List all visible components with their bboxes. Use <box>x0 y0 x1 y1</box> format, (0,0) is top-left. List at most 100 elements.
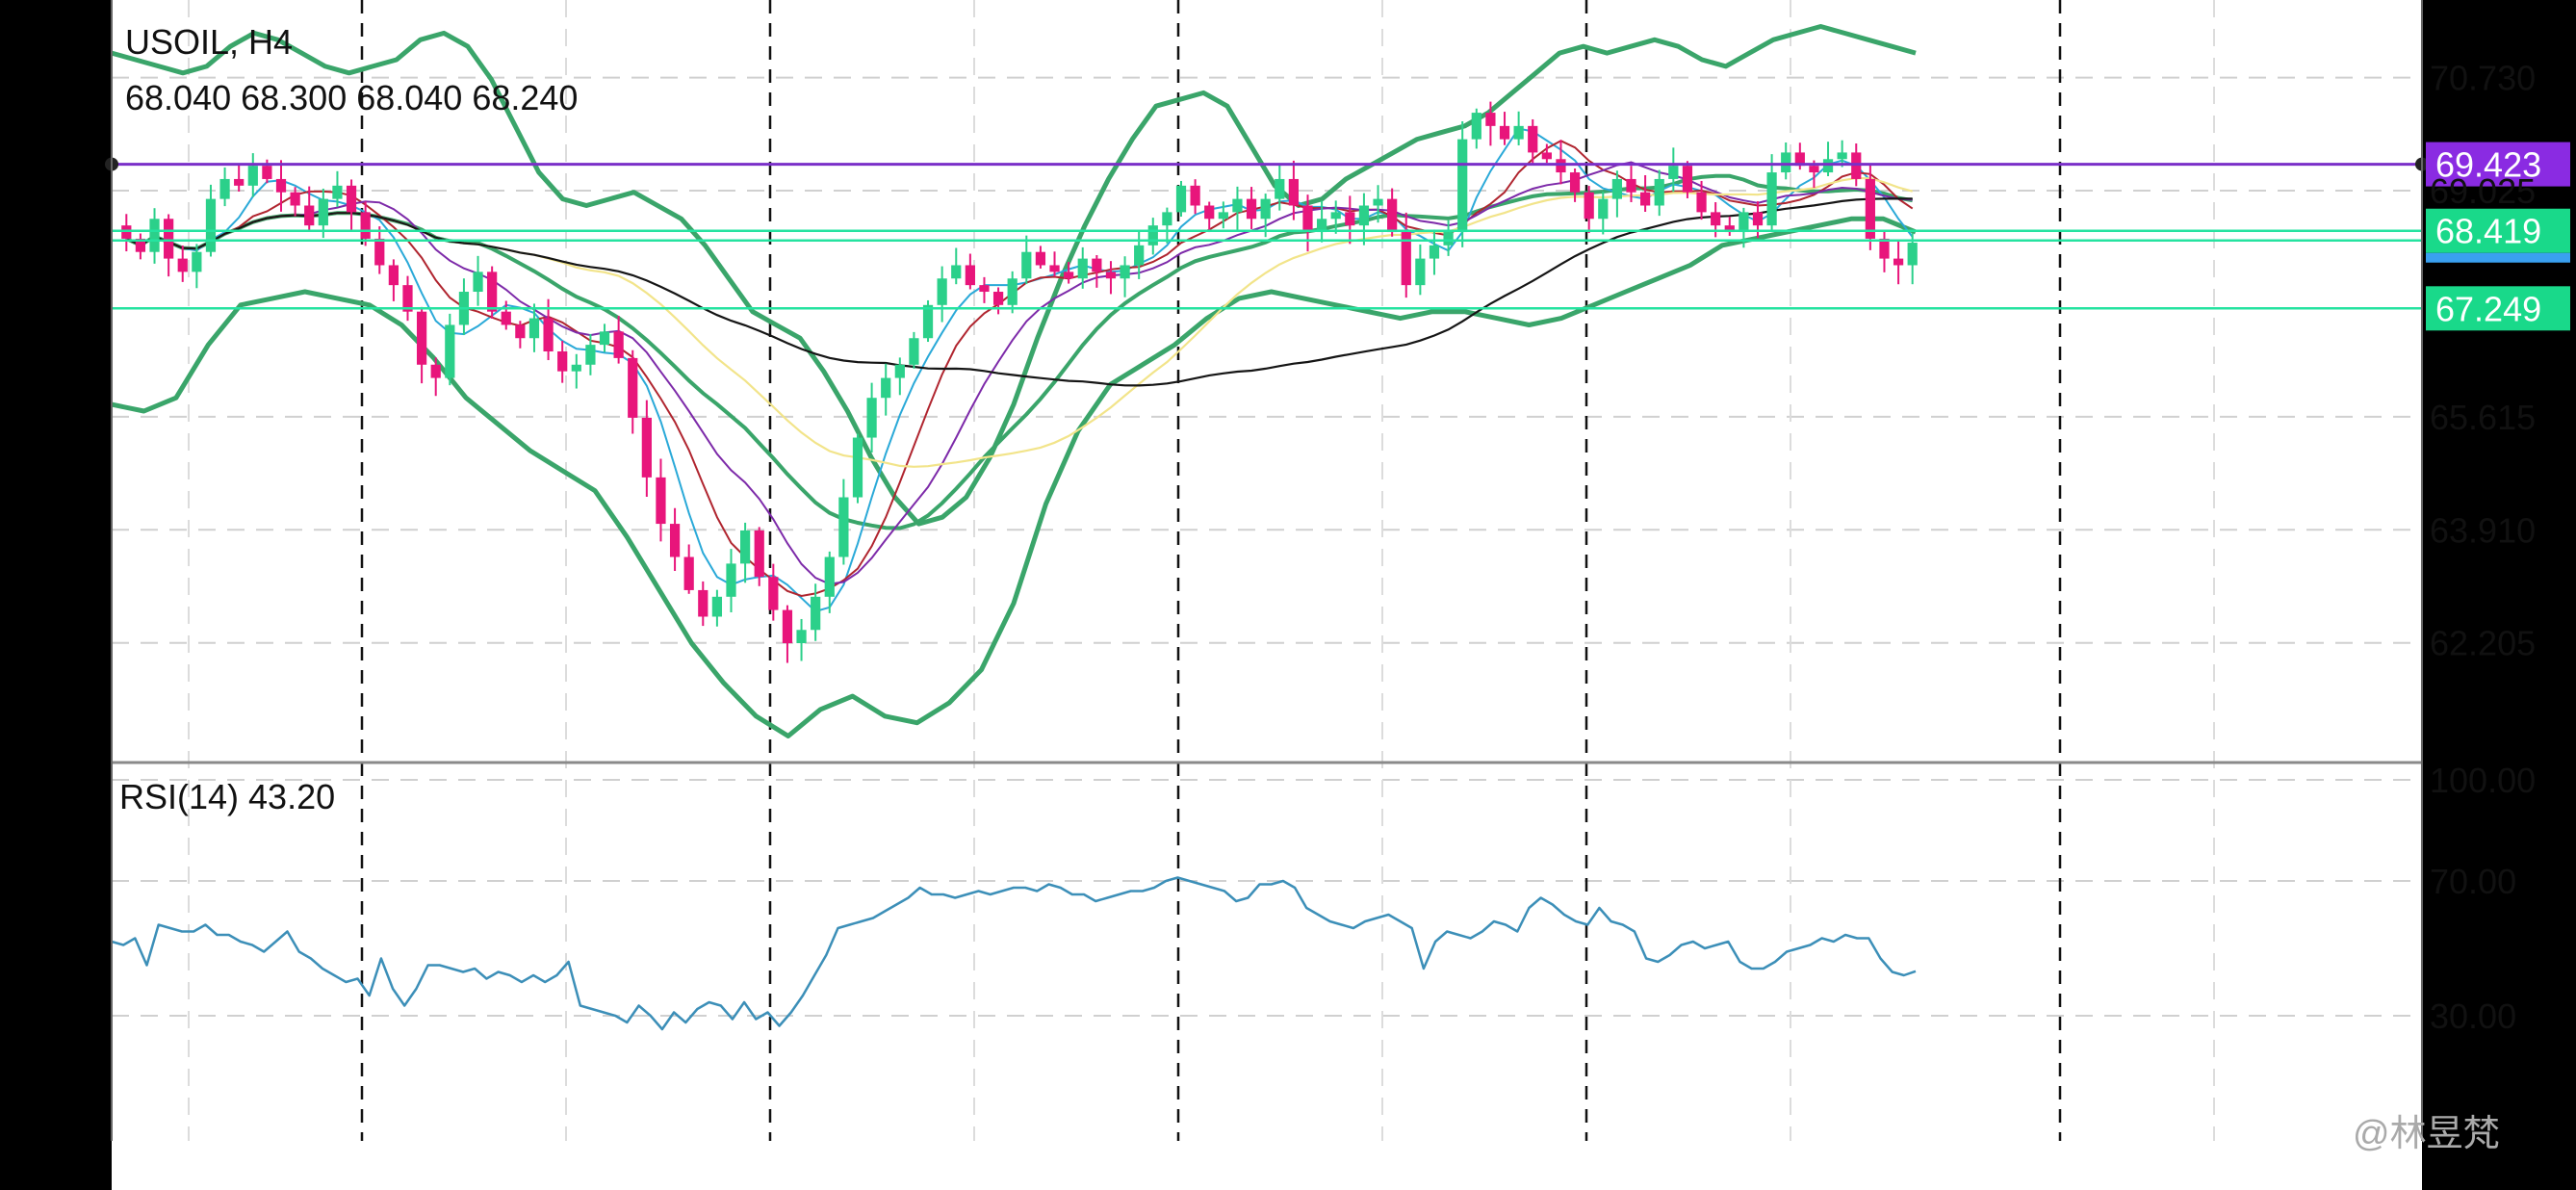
bull-candle[interactable] <box>1358 205 1370 226</box>
bear-candle[interactable] <box>234 178 245 186</box>
bull-candle[interactable] <box>205 198 217 252</box>
bull-candle[interactable] <box>1232 198 1243 213</box>
bear-candle[interactable] <box>1711 212 1721 226</box>
bull-candle[interactable] <box>1373 198 1383 206</box>
bull-candle[interactable] <box>1218 212 1228 220</box>
bear-candle[interactable] <box>262 166 272 179</box>
bear-candle[interactable] <box>698 589 708 617</box>
bear-candle[interactable] <box>656 477 666 525</box>
bear-candle[interactable] <box>1528 125 1538 153</box>
bull-candle[interactable] <box>318 198 328 226</box>
bear-candle[interactable] <box>135 238 146 252</box>
bear-candle[interactable] <box>1288 178 1299 206</box>
bear-candle[interactable] <box>1696 192 1707 213</box>
rsi-line[interactable] <box>111 876 1917 1031</box>
bear-candle[interactable] <box>754 530 764 578</box>
bull-candle[interactable] <box>740 530 751 564</box>
bull-candle[interactable] <box>1429 245 1440 259</box>
bear-candle[interactable] <box>992 292 1004 305</box>
bull-candle[interactable] <box>1739 212 1749 233</box>
bear-candle[interactable] <box>1893 258 1904 266</box>
bull-candle[interactable] <box>1120 265 1130 279</box>
bear-candle[interactable] <box>1794 152 1805 167</box>
bull-candle[interactable] <box>1147 225 1158 246</box>
bear-candle[interactable] <box>416 311 427 365</box>
bull-candle[interactable] <box>1766 172 1777 226</box>
bear-candle[interactable] <box>1640 192 1651 206</box>
bull-candle[interactable] <box>1781 152 1791 173</box>
bull-candle[interactable] <box>528 318 540 339</box>
bull-candle[interactable] <box>1668 166 1679 179</box>
bull-candle[interactable] <box>824 556 835 597</box>
bear-candle[interactable] <box>1865 178 1875 239</box>
bear-candle[interactable] <box>1064 272 1074 279</box>
bear-candle[interactable] <box>290 192 300 206</box>
bull-candle[interactable] <box>1837 152 1847 160</box>
bear-candle[interactable] <box>275 178 287 193</box>
bear-candle[interactable] <box>1499 125 1510 140</box>
bull-candle[interactable] <box>1175 185 1187 213</box>
bull-candle[interactable] <box>922 304 934 339</box>
bull-candle[interactable] <box>711 596 723 617</box>
bear-candle[interactable] <box>360 212 371 239</box>
bull-candle[interactable] <box>1598 198 1609 220</box>
bear-candle[interactable] <box>487 272 498 312</box>
bull-candle[interactable] <box>909 338 919 365</box>
bear-candle[interactable] <box>1682 166 1693 193</box>
bull-candle[interactable] <box>1275 178 1285 199</box>
bear-candle[interactable] <box>1569 172 1581 193</box>
bull-candle[interactable] <box>1443 232 1454 246</box>
bear-candle[interactable] <box>1302 205 1313 233</box>
bear-candle[interactable] <box>1541 152 1552 160</box>
price-levels[interactable]: 69.423 68.419 67.249 <box>105 142 2570 331</box>
bull-candle[interactable] <box>585 345 596 365</box>
bear-candle[interactable] <box>388 265 399 286</box>
bear-candle[interactable] <box>965 265 975 286</box>
bear-candle[interactable] <box>402 285 413 312</box>
bear-candle[interactable] <box>1584 192 1594 220</box>
bull-candle[interactable] <box>1134 245 1145 266</box>
bull-candle[interactable] <box>247 166 258 186</box>
bull-candle[interactable] <box>1260 198 1271 220</box>
bull-candle[interactable] <box>219 178 230 199</box>
bear-candle[interactable] <box>1485 113 1496 126</box>
bear-candle[interactable] <box>768 577 779 610</box>
bear-candle[interactable] <box>1752 212 1764 226</box>
bear-candle[interactable] <box>979 285 990 293</box>
bull-candle[interactable] <box>1457 139 1468 233</box>
bull-candle[interactable] <box>1162 212 1172 226</box>
bear-candle[interactable] <box>1401 232 1411 286</box>
bull-candle[interactable] <box>571 364 581 372</box>
bull-candle[interactable] <box>951 265 962 279</box>
bull-candle[interactable] <box>726 563 736 597</box>
bear-candle[interactable] <box>1190 185 1200 206</box>
bear-candle[interactable] <box>628 357 638 418</box>
bear-candle[interactable] <box>430 364 441 378</box>
bull-candle[interactable] <box>1007 278 1018 305</box>
bear-candle[interactable] <box>683 556 694 590</box>
bull-candle[interactable] <box>599 331 610 346</box>
bull-candle[interactable] <box>811 596 821 631</box>
bear-candle[interactable] <box>1345 212 1355 226</box>
bull-candle[interactable] <box>852 437 863 498</box>
bull-candle[interactable] <box>1822 159 1834 173</box>
bear-candle[interactable] <box>1809 166 1819 173</box>
bear-candle[interactable] <box>543 318 554 352</box>
bull-candle[interactable] <box>1471 113 1481 140</box>
bull-candle[interactable] <box>1907 243 1918 266</box>
bear-candle[interactable] <box>1035 251 1046 266</box>
bear-candle[interactable] <box>177 258 188 272</box>
bull-candle[interactable] <box>473 272 483 293</box>
bull-candle[interactable] <box>796 630 807 644</box>
bear-candle[interactable] <box>669 524 681 557</box>
bear-candle[interactable] <box>1387 198 1398 233</box>
bull-candle[interactable] <box>1077 258 1088 279</box>
bull-candle[interactable] <box>1316 219 1327 233</box>
bull-candle[interactable] <box>1611 178 1623 199</box>
bear-candle[interactable] <box>557 351 568 372</box>
bear-candle[interactable] <box>501 311 511 325</box>
bull-candle[interactable] <box>1513 125 1524 140</box>
bear-candle[interactable] <box>1556 159 1566 173</box>
bull-candle[interactable] <box>1654 178 1664 206</box>
